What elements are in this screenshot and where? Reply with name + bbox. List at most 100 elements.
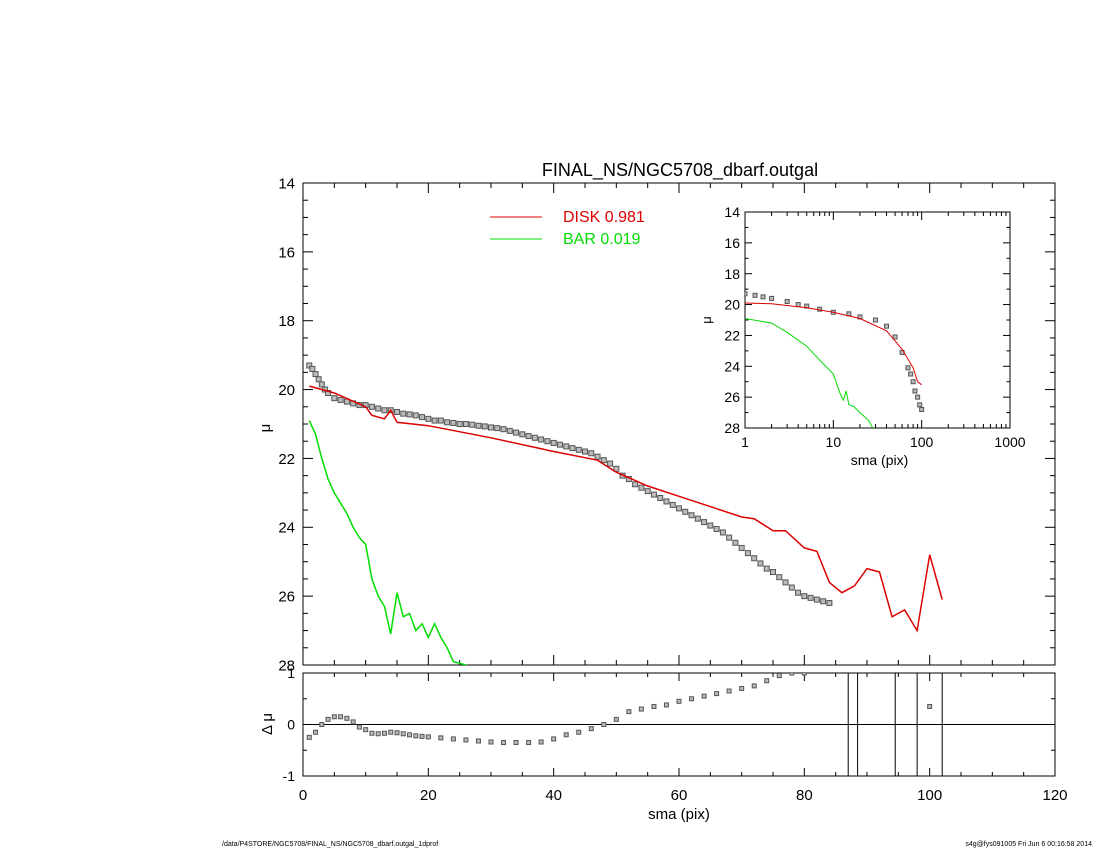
inset-data-point	[919, 406, 925, 412]
data-point	[826, 600, 833, 607]
data-point	[607, 460, 614, 467]
residual-point	[319, 722, 325, 727]
main-ytick-label: 14	[278, 175, 295, 192]
data-point	[663, 498, 670, 505]
inset-xtick-label: 1	[741, 434, 749, 450]
data-point	[751, 555, 758, 562]
data-point	[763, 565, 770, 572]
inset-xtick-label: 100	[910, 434, 934, 450]
data-point	[563, 443, 570, 450]
inset-data-point	[745, 291, 748, 297]
inset-data-point	[884, 323, 890, 329]
residual-point	[513, 740, 519, 746]
residual-point	[689, 696, 695, 702]
data-point	[544, 438, 551, 445]
data-point	[469, 421, 476, 428]
data-point	[650, 491, 657, 498]
data-point	[531, 434, 538, 441]
data-point	[676, 505, 682, 512]
residual-point	[588, 726, 594, 732]
inset-y-axis-label: μ	[699, 316, 714, 324]
residual-point	[789, 673, 795, 676]
data-point	[456, 421, 463, 427]
data-point	[813, 596, 820, 603]
inset-xtick-label: 1000	[994, 434, 1025, 450]
data-point	[375, 405, 382, 412]
disk-series-line	[309, 385, 943, 633]
data-point	[556, 441, 563, 448]
data-point	[538, 436, 545, 443]
residual-point-group	[306, 673, 933, 746]
data-point	[519, 431, 526, 438]
data-point	[494, 425, 501, 432]
data-point	[795, 589, 802, 596]
data-point	[701, 519, 708, 526]
residual-point	[576, 729, 582, 735]
inset-ytick-label: 16	[724, 235, 740, 251]
residual-point	[407, 732, 413, 738]
main-panel: 14 16 18 20 22 24 26 28 μ	[257, 175, 1056, 674]
legend-label: BAR 0.019	[563, 231, 640, 248]
residual-point	[400, 731, 406, 737]
data-point	[513, 429, 520, 436]
main-ytick-label: 16	[278, 244, 295, 261]
data-point	[312, 371, 319, 378]
data-point	[807, 594, 814, 601]
data-point	[694, 515, 701, 522]
residual-point	[563, 732, 569, 738]
residual-point	[601, 722, 607, 727]
data-point	[613, 465, 620, 472]
data-point	[782, 579, 789, 586]
inset-disk-line	[745, 302, 923, 386]
residual-point	[438, 735, 444, 741]
data-point	[770, 569, 776, 576]
inset-bar-line	[745, 318, 874, 428]
residual-point	[676, 698, 682, 704]
residual-point	[927, 703, 933, 709]
data-point	[732, 539, 739, 546]
residual-point	[801, 673, 807, 676]
inset-data-point	[872, 317, 878, 323]
main-y-axis-label: μ	[257, 424, 274, 433]
residual-point	[344, 715, 350, 721]
residual-point	[450, 736, 456, 742]
data-point	[569, 445, 576, 452]
data-point	[707, 522, 714, 529]
data-point	[632, 481, 639, 488]
main-ytick-label: 28	[278, 657, 295, 674]
residual-xtick-label: 40	[545, 787, 562, 804]
footer-file-path: /data/P4STORE/NGC5708/FINAL_NS/NGC5708_d…	[222, 841, 439, 848]
inset-data-point	[752, 292, 758, 298]
residual-ytick-label: -1	[283, 768, 296, 784]
residual-xtick-label: 120	[1042, 787, 1067, 804]
residual-point	[325, 716, 331, 722]
chart-title: FINAL_NS/NGC5708_dbarf.outgal	[542, 160, 818, 181]
inset-data-point	[795, 302, 801, 308]
data-point	[788, 584, 795, 591]
residual-point	[394, 730, 400, 736]
residual-point	[338, 714, 344, 720]
residual-point	[313, 729, 319, 735]
residual-point	[701, 693, 707, 699]
residual-ytick-label: 1	[287, 665, 295, 681]
residual-point	[776, 673, 782, 679]
inset-ytick-label: 26	[724, 389, 740, 405]
residual-point	[388, 729, 394, 735]
data-point	[682, 508, 689, 515]
data-point	[368, 403, 375, 410]
inset-data-point	[784, 298, 790, 304]
residual-point	[526, 740, 532, 746]
residual-xtick-label: 20	[420, 787, 437, 804]
data-point	[400, 410, 407, 417]
residual-point	[764, 678, 770, 684]
inset-data-point	[760, 294, 766, 300]
bar-series-line	[308, 420, 468, 665]
inset-ytick-label: 18	[724, 266, 740, 282]
residual-point	[739, 685, 745, 691]
inset-data-point	[908, 371, 914, 377]
inset-data-point	[769, 295, 775, 301]
data-point	[744, 550, 751, 557]
data-point	[820, 598, 827, 605]
data-point	[719, 529, 726, 536]
